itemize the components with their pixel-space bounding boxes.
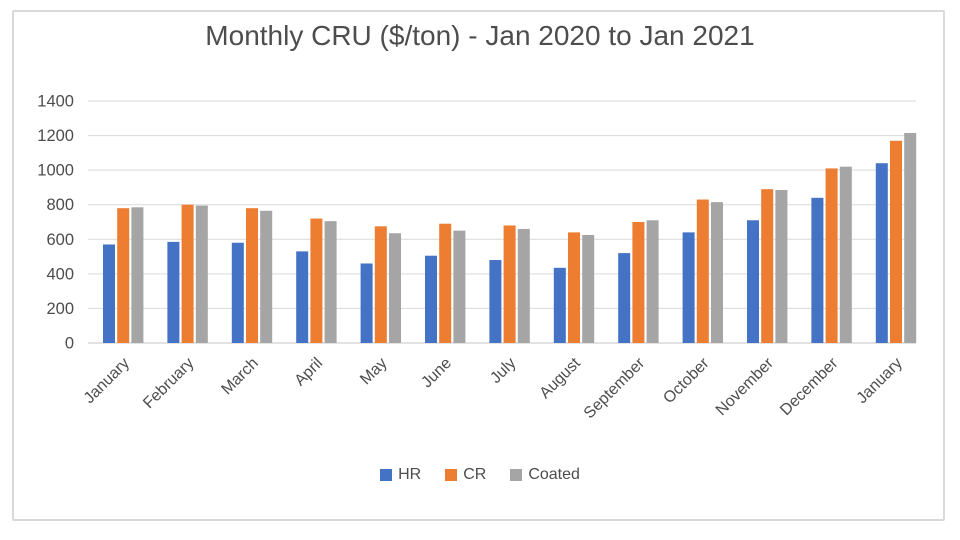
bar-cr-november	[761, 189, 774, 343]
bar-cr-january	[117, 208, 130, 343]
bar-coated-august	[582, 234, 595, 343]
bar-cr-september	[632, 222, 645, 343]
x-category-label: March	[218, 355, 261, 398]
legend-item-coated: Coated	[510, 466, 580, 484]
legend-swatch-cr	[445, 469, 458, 481]
y-tick-label: 600	[46, 231, 74, 249]
bar-hr-march	[231, 242, 244, 343]
x-category-label: February	[140, 355, 197, 412]
bar-hr-june	[425, 255, 437, 343]
bar-hr-september	[618, 253, 631, 343]
y-tick-label: 0	[65, 335, 74, 353]
x-category-label: September	[581, 354, 649, 422]
bar-coated-november	[775, 190, 788, 343]
bar-coated-september	[646, 220, 659, 343]
bar-coated-may	[389, 233, 401, 343]
legend-swatch-hr	[380, 469, 393, 481]
y-tick-label: 400	[46, 265, 74, 283]
bar-coated-january	[904, 132, 917, 343]
x-category-label: December	[777, 354, 842, 419]
bar-cr-march	[246, 208, 258, 343]
bar-coated-july	[517, 228, 530, 343]
bar-coated-december	[839, 166, 852, 343]
x-category-label: August	[537, 354, 585, 402]
legend-item-hr: HR	[380, 466, 421, 484]
bar-coated-march	[260, 210, 273, 343]
x-category-label: January	[81, 355, 133, 407]
bar-cr-august	[568, 232, 580, 343]
bar-coated-january	[131, 207, 144, 343]
chart-legend: HR CR Coated	[0, 466, 960, 484]
bar-cr-may	[374, 226, 387, 343]
x-category-label: April	[292, 355, 327, 390]
y-tick-label: 1000	[37, 162, 74, 180]
bar-coated-june	[453, 230, 466, 343]
bar-coated-april	[324, 221, 337, 343]
legend-swatch-coated	[510, 469, 523, 481]
bar-hr-august	[553, 267, 566, 343]
bar-cr-february	[181, 204, 194, 343]
bar-hr-january	[103, 244, 115, 343]
y-tick-label: 1200	[37, 127, 74, 145]
legend-item-cr: CR	[445, 466, 486, 484]
bar-hr-may	[360, 263, 373, 343]
legend-label: Coated	[528, 466, 580, 483]
bar-cr-july	[503, 225, 516, 343]
bar-hr-april	[296, 251, 309, 343]
legend-label: CR	[463, 466, 487, 483]
bar-coated-october	[711, 202, 723, 343]
bar-hr-july	[489, 260, 502, 343]
bar-hr-november	[747, 220, 759, 343]
bar-hr-january	[875, 163, 888, 343]
x-category-label: May	[357, 355, 390, 388]
y-tick-label: 200	[46, 300, 74, 318]
bar-cr-january	[890, 140, 902, 343]
x-category-label: January	[854, 355, 906, 407]
bar-coated-february	[195, 205, 208, 343]
legend-label: HR	[398, 466, 422, 483]
bar-cr-april	[310, 218, 323, 343]
chart-title: Monthly CRU ($/ton) - Jan 2020 to Jan 20…	[205, 20, 755, 51]
bar-cr-june	[439, 223, 452, 343]
bar-hr-december	[811, 197, 824, 343]
x-category-label: November	[713, 354, 778, 419]
bar-hr-february	[167, 241, 180, 343]
bar-hr-october	[682, 232, 695, 343]
y-tick-label: 800	[46, 196, 74, 214]
bar-cr-october	[696, 199, 709, 343]
x-category-label: July	[487, 355, 519, 387]
x-category-label: June	[418, 355, 455, 392]
x-category-label: October	[660, 354, 713, 407]
bar-cr-december	[825, 168, 838, 343]
y-tick-label: 1400	[37, 93, 74, 111]
